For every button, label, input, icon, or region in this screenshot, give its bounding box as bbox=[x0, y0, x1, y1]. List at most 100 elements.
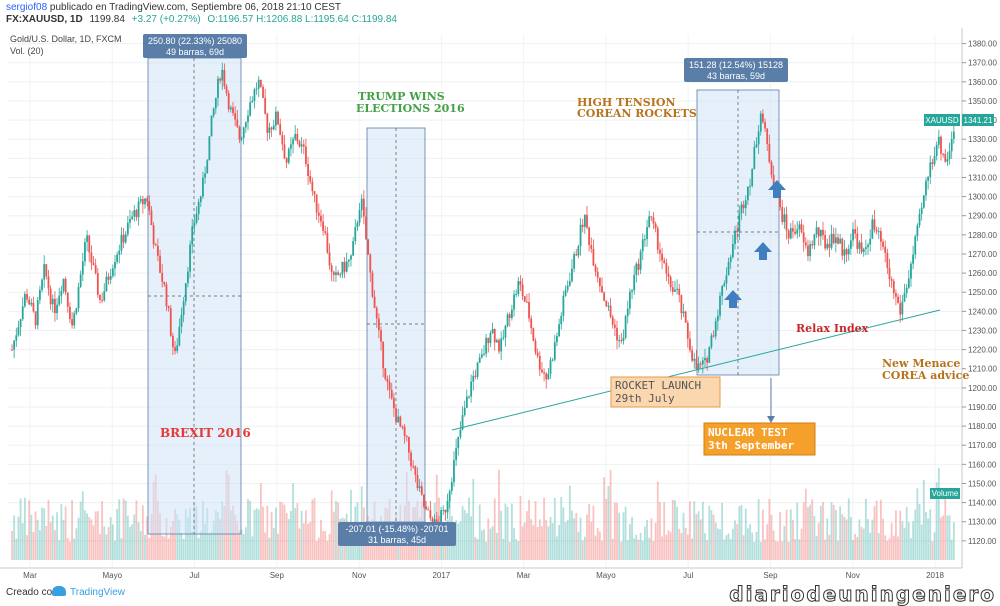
author-link[interactable]: sergiof08 bbox=[6, 2, 48, 13]
volume-bar bbox=[330, 490, 333, 560]
candle-body bbox=[523, 296, 526, 302]
candle-body bbox=[746, 186, 749, 201]
candle-body bbox=[751, 168, 754, 186]
svg-text:3th September: 3th September bbox=[708, 439, 794, 452]
candle-body bbox=[568, 281, 571, 286]
volume-bar bbox=[313, 498, 316, 560]
candle-body bbox=[510, 309, 513, 318]
candle-body bbox=[611, 316, 614, 325]
candle-body bbox=[515, 294, 518, 296]
volume-bar bbox=[774, 540, 777, 560]
volume-bar bbox=[922, 480, 925, 560]
candle-body bbox=[150, 210, 153, 226]
volume-bar bbox=[661, 536, 663, 560]
korea-range-box bbox=[696, 89, 780, 376]
volume-bar bbox=[633, 538, 636, 560]
candle-body bbox=[598, 277, 601, 287]
candle-body bbox=[877, 231, 880, 233]
volume-bar bbox=[918, 503, 921, 560]
candle-body bbox=[764, 122, 766, 129]
candle-body bbox=[729, 257, 732, 263]
volume-bar bbox=[324, 530, 327, 560]
volume-bar bbox=[867, 519, 869, 560]
candle-body bbox=[320, 215, 322, 222]
candle-body bbox=[302, 144, 305, 147]
candle-body bbox=[84, 241, 86, 262]
candle-body bbox=[794, 231, 796, 234]
volume-bar bbox=[41, 507, 43, 560]
candle-body bbox=[214, 97, 217, 109]
price-axis: 1120.00 1130.00 1140.00 1150.00 1160.00 1170.… bbox=[961, 28, 997, 568]
volume-bar bbox=[204, 524, 206, 560]
volume-bar bbox=[184, 509, 187, 560]
candle-body bbox=[290, 144, 292, 149]
candle-body bbox=[798, 224, 801, 230]
candle-body bbox=[762, 113, 764, 123]
candle-body bbox=[942, 153, 945, 155]
tradingview-logo-icon[interactable] bbox=[52, 586, 66, 596]
candle-body bbox=[905, 287, 908, 294]
volume-bar bbox=[832, 504, 835, 560]
volume-bar bbox=[242, 534, 245, 560]
volume-badge: Volume bbox=[930, 488, 960, 499]
svg-text:Volume: Volume bbox=[932, 489, 959, 498]
candle-body bbox=[817, 227, 820, 237]
volume-bar bbox=[635, 534, 638, 560]
candle-body bbox=[34, 311, 37, 326]
candle-body bbox=[403, 426, 406, 436]
candle-body bbox=[461, 415, 464, 430]
volume-bar bbox=[320, 520, 322, 560]
volume-bar bbox=[311, 499, 314, 560]
candle-body bbox=[504, 325, 507, 338]
volume-bar bbox=[770, 514, 773, 560]
volume-bar bbox=[869, 532, 872, 560]
volume-bar bbox=[811, 499, 814, 560]
candle-body bbox=[296, 134, 299, 142]
volume-bar bbox=[886, 540, 889, 560]
volume-bar bbox=[532, 525, 535, 560]
volume-bar bbox=[32, 531, 35, 560]
volume-bar bbox=[598, 531, 601, 560]
candle-body bbox=[453, 460, 455, 483]
candle-body bbox=[895, 293, 897, 297]
volume-bar bbox=[457, 523, 460, 560]
price-tick-label: 1370.00 bbox=[968, 59, 997, 68]
volume-bar bbox=[843, 516, 846, 560]
candle-body bbox=[828, 243, 831, 248]
volume-bar bbox=[641, 540, 644, 560]
candle-body bbox=[234, 113, 237, 120]
volume-bar bbox=[830, 502, 833, 560]
time-tick-label: Mar bbox=[517, 571, 531, 580]
candle-body bbox=[270, 127, 273, 130]
candle-body bbox=[553, 342, 556, 360]
volume-bar bbox=[652, 541, 655, 560]
candle-body bbox=[912, 254, 914, 264]
candle-body bbox=[534, 340, 537, 353]
candle-body bbox=[307, 164, 309, 176]
price-tick-label: 1260.00 bbox=[968, 269, 997, 278]
candle-body bbox=[671, 287, 674, 292]
candle-body bbox=[137, 201, 140, 218]
price-chart[interactable]: Gold/U.S. Dollar, 1D, FXCM Vol. (20) 250… bbox=[0, 28, 1000, 582]
candle-body bbox=[706, 358, 709, 363]
candle-body bbox=[669, 276, 672, 288]
candle-body bbox=[429, 510, 432, 519]
candle-body bbox=[815, 227, 818, 235]
candle-body bbox=[721, 285, 724, 296]
volume-bar bbox=[13, 515, 16, 560]
candle-body bbox=[719, 295, 721, 316]
volume-bar bbox=[744, 508, 747, 560]
volume-bar bbox=[28, 500, 31, 560]
candle-body bbox=[901, 301, 904, 315]
candle-body bbox=[925, 180, 927, 196]
candle-body bbox=[264, 97, 267, 114]
tradingview-link[interactable]: TradingView bbox=[70, 587, 126, 598]
candle-body bbox=[187, 271, 189, 284]
volume-bar bbox=[326, 540, 329, 560]
candle-body bbox=[684, 311, 687, 323]
time-tick-label: Nov bbox=[352, 571, 366, 580]
candle-body bbox=[197, 202, 200, 215]
candle-body bbox=[594, 265, 597, 272]
volume-bar bbox=[476, 539, 479, 560]
volume-bar bbox=[779, 511, 781, 560]
